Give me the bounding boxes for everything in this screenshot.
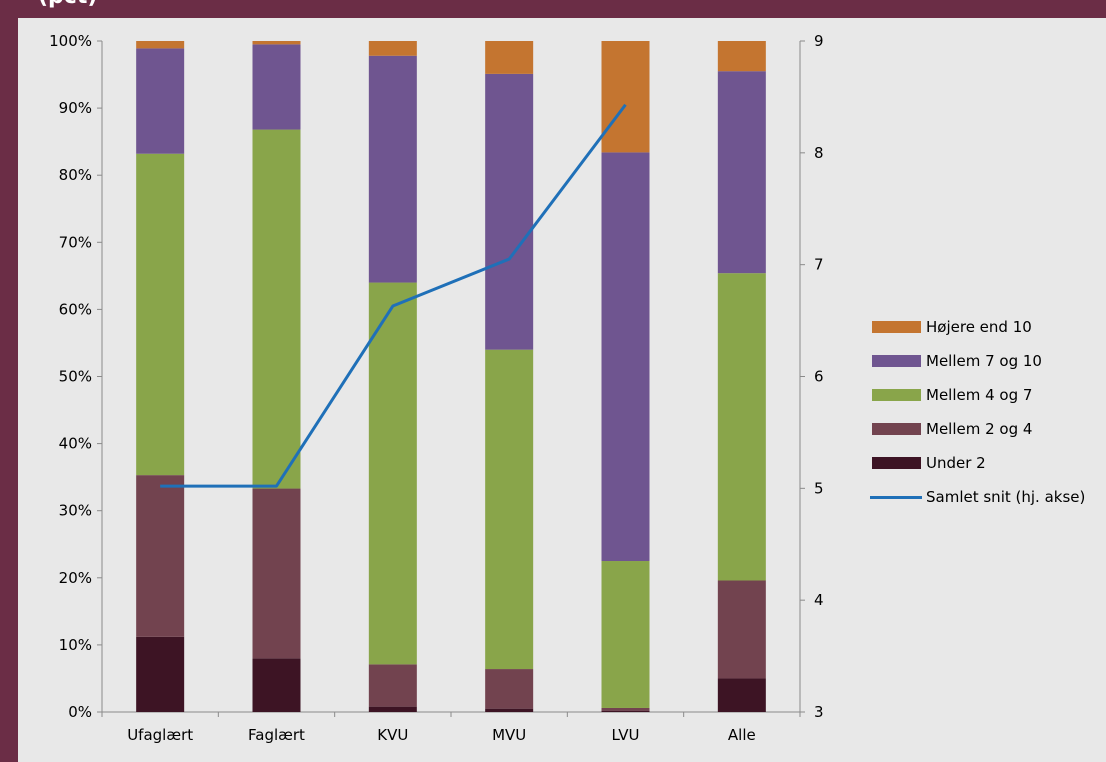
left-tick-label: 0% <box>68 703 92 721</box>
legend-swatch <box>870 320 922 334</box>
legend-item: Højere end 10 <box>870 310 1085 344</box>
bar-under-2 <box>136 636 185 712</box>
bar-mellem-2-og-4 <box>601 707 650 711</box>
right-tick-label: 7 <box>814 256 824 274</box>
bar-under-2 <box>252 658 301 712</box>
bar-mellem-7-og-10 <box>252 44 301 130</box>
right-tick-label: 5 <box>814 479 824 497</box>
bar-mellem-2-og-4 <box>368 664 417 707</box>
left-tick-label: 10% <box>59 636 92 654</box>
right-tick-label: 6 <box>814 368 824 386</box>
bar-h-jere-end-10 <box>601 41 650 153</box>
x-category-label: Alle <box>728 726 756 744</box>
bar-mellem-7-og-10 <box>485 73 534 350</box>
bar-mellem-2-og-4 <box>136 475 185 637</box>
legend-label: Mellem 7 og 10 <box>926 352 1042 370</box>
legend-item: Mellem 7 og 10 <box>870 344 1085 378</box>
legend-item: Mellem 4 og 7 <box>870 378 1085 412</box>
bar-under-2 <box>485 708 534 712</box>
bar-mellem-2-og-4 <box>252 488 301 659</box>
right-tick-label: 9 <box>814 32 824 50</box>
left-tick-label: 90% <box>59 99 92 117</box>
line-samlet-snit <box>160 103 627 488</box>
header-title: (pct) <box>38 0 97 9</box>
x-category-label: KVU <box>377 726 408 744</box>
right-tick-label: 4 <box>814 591 824 609</box>
bar-mellem-2-og-4 <box>485 669 534 709</box>
legend-swatch <box>870 490 922 504</box>
left-tick-label: 60% <box>59 300 92 318</box>
bar-mellem-4-og-7 <box>601 561 650 708</box>
left-tick-label: 30% <box>59 502 92 520</box>
bar-mellem-4-og-7 <box>136 153 185 476</box>
x-category-label: Ufaglært <box>127 726 193 744</box>
left-tick-label: 40% <box>59 435 92 453</box>
left-tick-label: 50% <box>59 368 92 386</box>
bar-mellem-7-og-10 <box>717 71 766 274</box>
bar-under-2 <box>368 706 417 712</box>
bar-h-jere-end-10 <box>368 41 417 56</box>
legend-label: Samlet snit (hj. akse) <box>926 488 1086 506</box>
left-tick-label: 80% <box>59 166 92 184</box>
bar-mellem-2-og-4 <box>717 580 766 679</box>
left-tick-label: 20% <box>59 569 92 587</box>
bar-mellem-7-og-10 <box>136 48 185 154</box>
legend-swatch <box>870 354 922 368</box>
legend-item: Samlet snit (hj. akse) <box>870 480 1085 514</box>
legend-item: Under 2 <box>870 446 1085 480</box>
x-category-label: LVU <box>612 726 640 744</box>
legend-label: Mellem 4 og 7 <box>926 386 1033 404</box>
bar-h-jere-end-10 <box>252 41 301 45</box>
x-category-label: MVU <box>492 726 526 744</box>
right-tick-label: 3 <box>814 703 824 721</box>
legend-item: Mellem 2 og 4 <box>870 412 1085 446</box>
legend-swatch <box>870 456 922 470</box>
x-category-label: Faglært <box>248 726 305 744</box>
legend-label: Højere end 10 <box>926 318 1032 336</box>
stacked-bar-chart: 0% 10% 20% 30% 40% 50% 60% 70% 80% 90% 100% 3 4 5 6 7 8 9… <box>49 32 824 744</box>
bar-mellem-7-og-10 <box>368 55 417 283</box>
right-tick-label: 8 <box>814 144 824 162</box>
bar-mellem-4-og-7 <box>717 273 766 581</box>
bar-under-2 <box>601 710 650 712</box>
legend-label: Mellem 2 og 4 <box>926 420 1033 438</box>
bar-h-jere-end-10 <box>136 41 185 49</box>
left-tick-label: 70% <box>59 233 92 251</box>
bar-h-jere-end-10 <box>717 41 766 72</box>
legend-swatch <box>870 388 922 402</box>
bar-mellem-4-og-7 <box>485 349 534 670</box>
bar-mellem-4-og-7 <box>252 129 301 489</box>
legend-swatch <box>870 422 922 436</box>
bar-under-2 <box>717 678 766 712</box>
bar-h-jere-end-10 <box>485 41 534 74</box>
bar-mellem-7-og-10 <box>601 152 650 562</box>
legend-label: Under 2 <box>926 454 986 472</box>
chart-legend: Højere end 10 Mellem 7 og 10 Mellem 4 og 7… <box>870 310 1085 514</box>
bar-mellem-4-og-7 <box>368 282 417 665</box>
left-tick-label: 100% <box>49 32 92 50</box>
chart-panel: 0% 10% 20% 30% 40% 50% 60% 70% 80% 90% 100% 3 4 5 6 7 8 9… <box>18 18 1106 762</box>
